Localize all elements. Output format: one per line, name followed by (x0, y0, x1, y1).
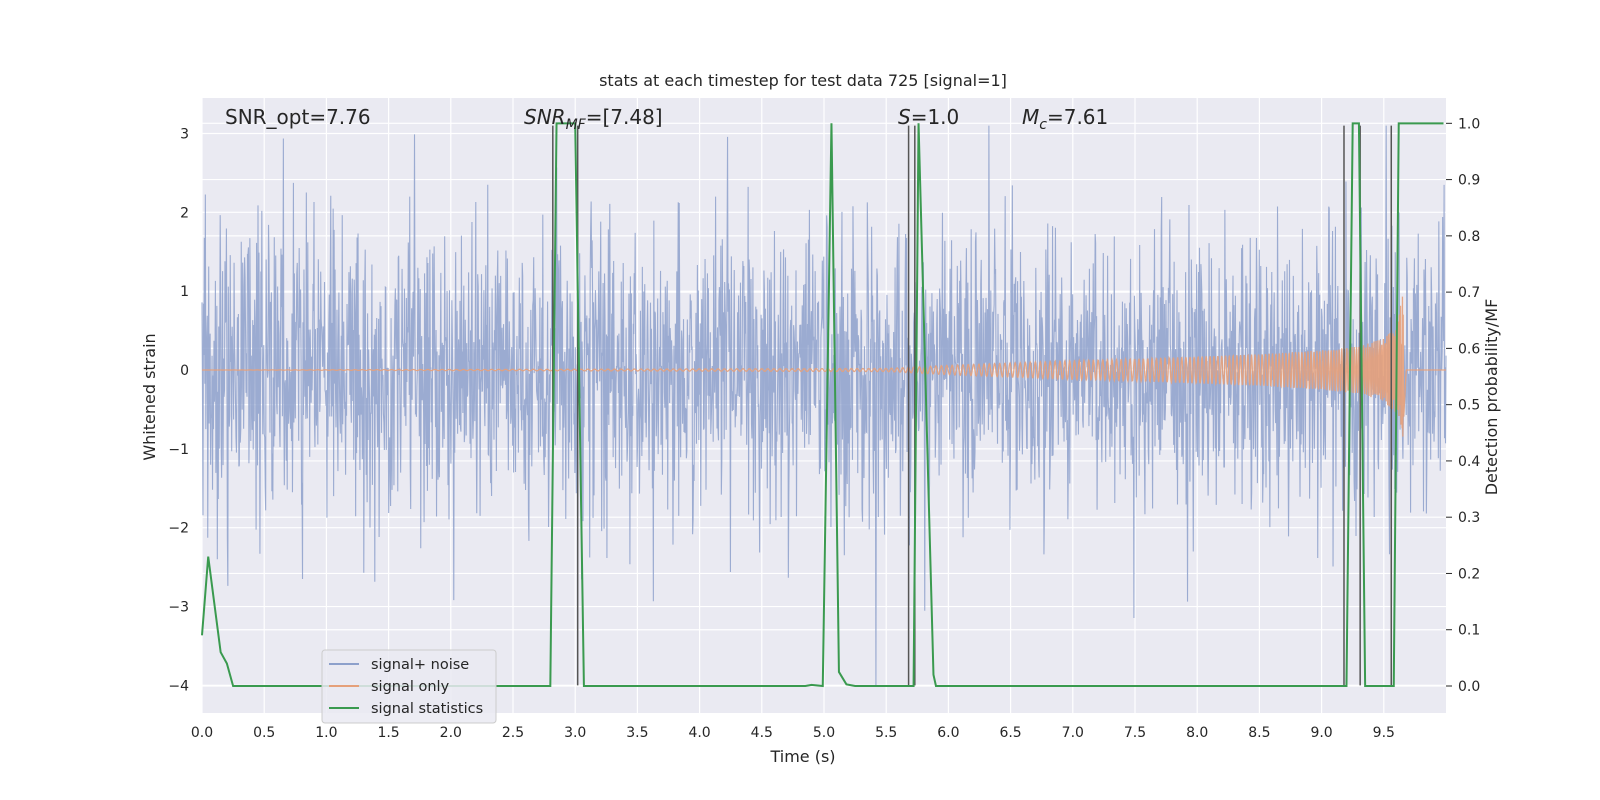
signal-noise-series (201, 125, 1447, 686)
y-right-tick-label: 0.7 (1458, 285, 1480, 301)
y-right-tick-label: 1.0 (1458, 116, 1480, 132)
y-axis-left-label: Whitened strain (140, 333, 159, 460)
y-left-tick-label: 2 (180, 205, 189, 221)
vertical-lines (552, 125, 1393, 686)
x-tick-label: 3.5 (626, 725, 648, 741)
x-tick-label: 0.5 (253, 725, 275, 741)
annotation-s-value: =1.0 (911, 105, 960, 129)
y-left-tick-label: 3 (180, 126, 189, 142)
y-right-tick-label: 0.3 (1458, 510, 1480, 526)
x-tick-label: 8.0 (1186, 725, 1208, 741)
noise-trace (201, 125, 1447, 686)
y-left-tick-label: 0 (180, 363, 189, 379)
annotation-s-symbol: S (898, 105, 911, 129)
signal-trace (202, 296, 1446, 437)
annotation-snr-opt: SNR_opt=7.76 (225, 105, 371, 129)
x-tick-label: 2.0 (440, 725, 462, 741)
signal-only-series (202, 296, 1446, 437)
legend-box (321, 649, 497, 724)
y-left-tick-label: −4 (168, 678, 189, 694)
annotation-snr-mf-symbol: SNR (524, 105, 566, 129)
y-right-tick-label: 0.6 (1458, 341, 1480, 357)
y-right-tick-label: 0.8 (1458, 229, 1480, 245)
annotation-snr-mf-value: =[7.48] (586, 105, 663, 129)
x-tick-label: 6.5 (999, 725, 1021, 741)
y-right-tick-label: 0.2 (1458, 566, 1480, 582)
x-tick-label: 8.5 (1248, 725, 1270, 741)
y-right-tick-label: 0.9 (1458, 173, 1480, 189)
annotation-snr-mf-subscript: MF (566, 117, 587, 133)
legend-entry-stats: signal statistics (371, 701, 483, 717)
y-left-tick-label: 1 (180, 284, 189, 300)
annotation-snr-mf: SNRMF=[7.48] (524, 105, 663, 133)
y-right-tick-label: 0.1 (1458, 623, 1480, 639)
y-right-tick-label: 0.4 (1458, 454, 1480, 470)
x-tick-label: 1.0 (315, 725, 337, 741)
annotation-mc: Mc=7.61 (1022, 105, 1108, 133)
x-axis-label: Time (s) (769, 747, 835, 766)
x-tick-label: 9.5 (1373, 725, 1395, 741)
y-left-tick-label: −2 (168, 521, 189, 537)
x-tick-label: 7.0 (1062, 725, 1084, 741)
y-axis-right-ticks: 0.0 0.1 0.2 0.3 0.4 0.5 0.6 0.7 0.8 0.9 1.0 (1446, 116, 1480, 695)
stats-trace (201, 122, 1444, 688)
y-axis-right-label: Detection probability/MF (1482, 299, 1501, 496)
x-axis-ticks: 0.0 0.5 1.0 1.5 2.0 2.5 3.0 3.5 4.0 4.5 5.0 5.5 6.0 6… (191, 725, 1395, 741)
y-left-tick-label: −1 (168, 442, 189, 458)
x-tick-label: 6.0 (937, 725, 959, 741)
x-tick-label: 2.5 (502, 725, 524, 741)
x-tick-label: 4.0 (688, 725, 710, 741)
legend-entry-signal: signal only (371, 679, 450, 695)
x-tick-label: 7.5 (1124, 725, 1146, 741)
legend: signal+ noise signal only signal statist… (321, 649, 497, 724)
x-tick-label: 1.5 (377, 725, 399, 741)
x-tick-label: 4.5 (751, 725, 773, 741)
annotation-mc-subscript: c (1039, 117, 1047, 133)
y-axis-left-ticks: −4 −3 −2 −1 0 1 2 3 (168, 126, 189, 694)
annotation-mc-symbol: M (1022, 105, 1039, 129)
x-tick-label: 5.5 (875, 725, 897, 741)
x-tick-label: 3.0 (564, 725, 586, 741)
annotation-mc-value: =7.61 (1047, 105, 1108, 129)
legend-entry-noise: signal+ noise (371, 657, 469, 673)
y-right-tick-label: 0.0 (1458, 679, 1480, 695)
chart-title: stats at each timestep for test data 725… (599, 71, 1007, 90)
y-right-tick-label: 0.5 (1458, 398, 1480, 414)
annotation-s: S=1.0 (898, 105, 959, 129)
y-left-tick-label: −3 (168, 600, 189, 616)
signal-statistics-series (201, 122, 1444, 688)
x-tick-label: 0.0 (191, 725, 213, 741)
x-tick-label: 9.0 (1310, 725, 1332, 741)
x-tick-label: 5.0 (813, 725, 835, 741)
